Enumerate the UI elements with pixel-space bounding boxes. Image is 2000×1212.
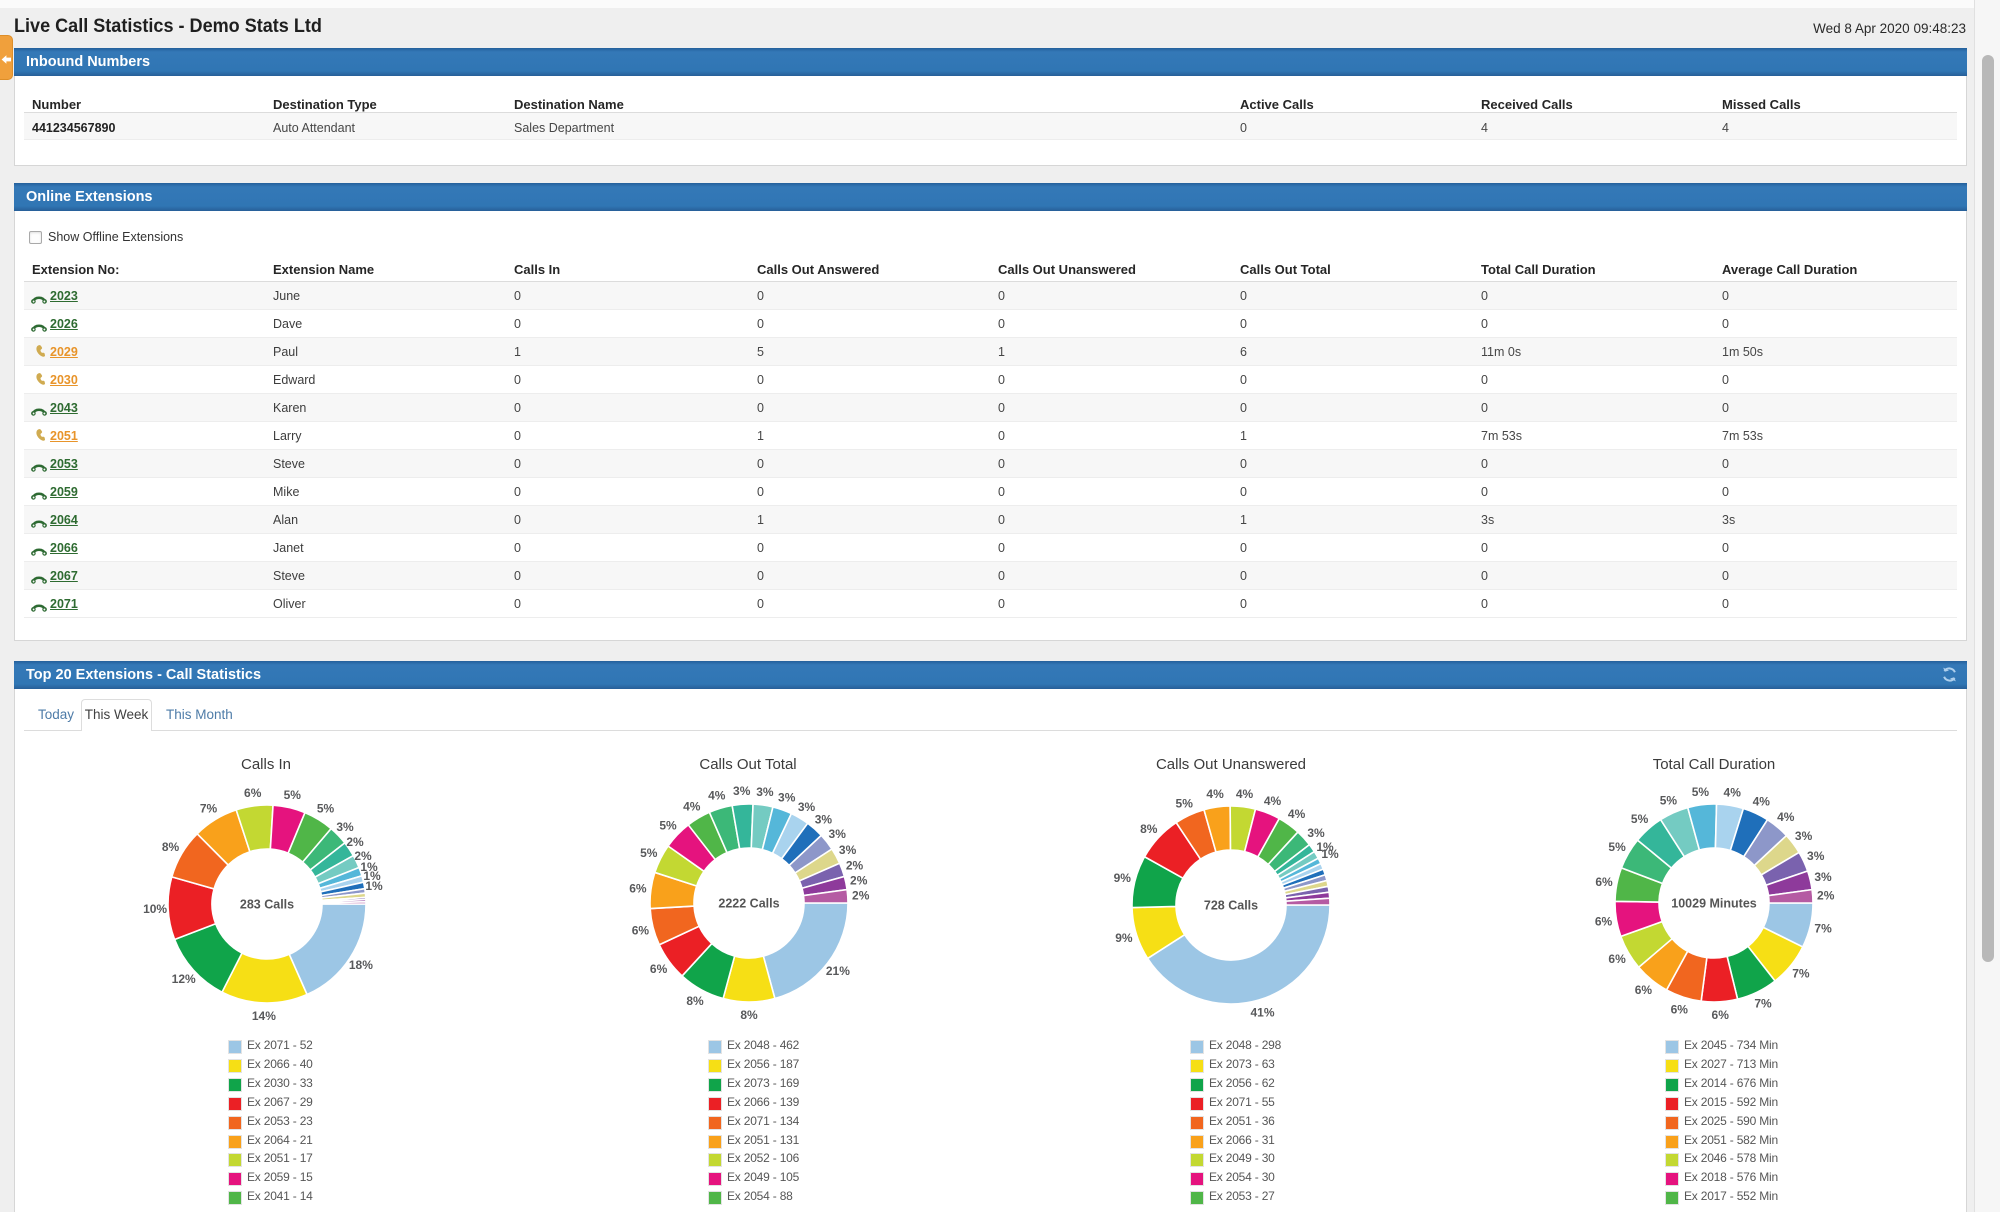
svg-text:4%: 4% xyxy=(1288,807,1306,821)
svg-text:2222 Calls: 2222 Calls xyxy=(718,897,779,911)
svg-text:3%: 3% xyxy=(336,820,354,834)
svg-text:4%: 4% xyxy=(1753,795,1771,809)
svg-text:21%: 21% xyxy=(826,964,850,978)
svg-text:7%: 7% xyxy=(1792,967,1810,981)
svg-text:8%: 8% xyxy=(1140,822,1158,836)
svg-text:3%: 3% xyxy=(1795,829,1813,843)
svg-text:5%: 5% xyxy=(1631,812,1649,826)
svg-text:1%: 1% xyxy=(360,860,378,874)
svg-text:1%: 1% xyxy=(365,879,383,893)
svg-text:4%: 4% xyxy=(1236,787,1254,801)
svg-text:283 Calls: 283 Calls xyxy=(240,898,294,912)
svg-text:2%: 2% xyxy=(354,849,372,863)
svg-text:3%: 3% xyxy=(1814,870,1832,884)
svg-text:3%: 3% xyxy=(733,784,751,798)
svg-text:4%: 4% xyxy=(1777,810,1795,824)
svg-text:8%: 8% xyxy=(686,994,704,1008)
svg-text:5%: 5% xyxy=(1660,794,1678,808)
svg-text:4%: 4% xyxy=(1206,787,1224,801)
svg-text:1%: 1% xyxy=(363,869,381,883)
svg-text:5%: 5% xyxy=(1608,840,1626,854)
svg-text:9%: 9% xyxy=(1114,871,1132,885)
svg-text:2%: 2% xyxy=(850,873,868,887)
svg-text:2%: 2% xyxy=(1817,888,1835,902)
svg-text:728 Calls: 728 Calls xyxy=(1204,899,1258,913)
svg-text:7%: 7% xyxy=(1814,922,1832,936)
svg-text:5%: 5% xyxy=(1176,796,1194,810)
svg-text:5%: 5% xyxy=(640,846,658,860)
svg-text:8%: 8% xyxy=(162,840,180,854)
svg-text:2%: 2% xyxy=(852,888,870,902)
svg-text:10029 Minutes: 10029 Minutes xyxy=(1671,897,1757,911)
svg-text:12%: 12% xyxy=(172,972,196,986)
svg-text:4%: 4% xyxy=(1724,786,1742,800)
svg-text:3%: 3% xyxy=(839,843,857,857)
svg-text:3%: 3% xyxy=(829,827,847,841)
svg-text:10%: 10% xyxy=(143,902,167,916)
svg-text:3%: 3% xyxy=(815,812,833,826)
svg-text:9%: 9% xyxy=(1115,931,1133,945)
svg-text:6%: 6% xyxy=(629,882,647,896)
svg-text:6%: 6% xyxy=(1671,1003,1689,1017)
svg-text:2%: 2% xyxy=(346,835,364,849)
svg-text:6%: 6% xyxy=(1595,875,1613,889)
svg-text:6%: 6% xyxy=(632,923,650,937)
svg-text:5%: 5% xyxy=(317,802,335,816)
svg-text:7%: 7% xyxy=(200,802,218,816)
svg-text:4%: 4% xyxy=(683,800,701,814)
svg-text:3%: 3% xyxy=(1807,849,1825,863)
svg-text:6%: 6% xyxy=(1635,983,1653,997)
svg-text:14%: 14% xyxy=(252,1009,276,1023)
svg-text:5%: 5% xyxy=(659,819,677,833)
svg-text:3%: 3% xyxy=(778,791,796,805)
svg-text:2%: 2% xyxy=(846,858,864,872)
svg-text:6%: 6% xyxy=(1608,952,1626,966)
svg-text:5%: 5% xyxy=(284,788,302,802)
svg-text:3%: 3% xyxy=(798,800,816,814)
svg-text:18%: 18% xyxy=(349,958,373,972)
svg-text:3%: 3% xyxy=(1307,826,1325,840)
svg-text:7%: 7% xyxy=(1754,997,1772,1011)
svg-text:6%: 6% xyxy=(244,786,262,800)
svg-text:4%: 4% xyxy=(708,789,726,803)
svg-text:5%: 5% xyxy=(1692,785,1710,799)
svg-text:6%: 6% xyxy=(650,962,668,976)
svg-text:4%: 4% xyxy=(1264,794,1282,808)
svg-text:8%: 8% xyxy=(740,1008,758,1022)
svg-text:6%: 6% xyxy=(1712,1008,1730,1022)
svg-text:1%: 1% xyxy=(1321,847,1339,861)
svg-text:41%: 41% xyxy=(1250,1006,1274,1020)
svg-text:3%: 3% xyxy=(756,785,774,799)
svg-text:1%: 1% xyxy=(1316,840,1334,854)
svg-text:6%: 6% xyxy=(1595,914,1613,928)
